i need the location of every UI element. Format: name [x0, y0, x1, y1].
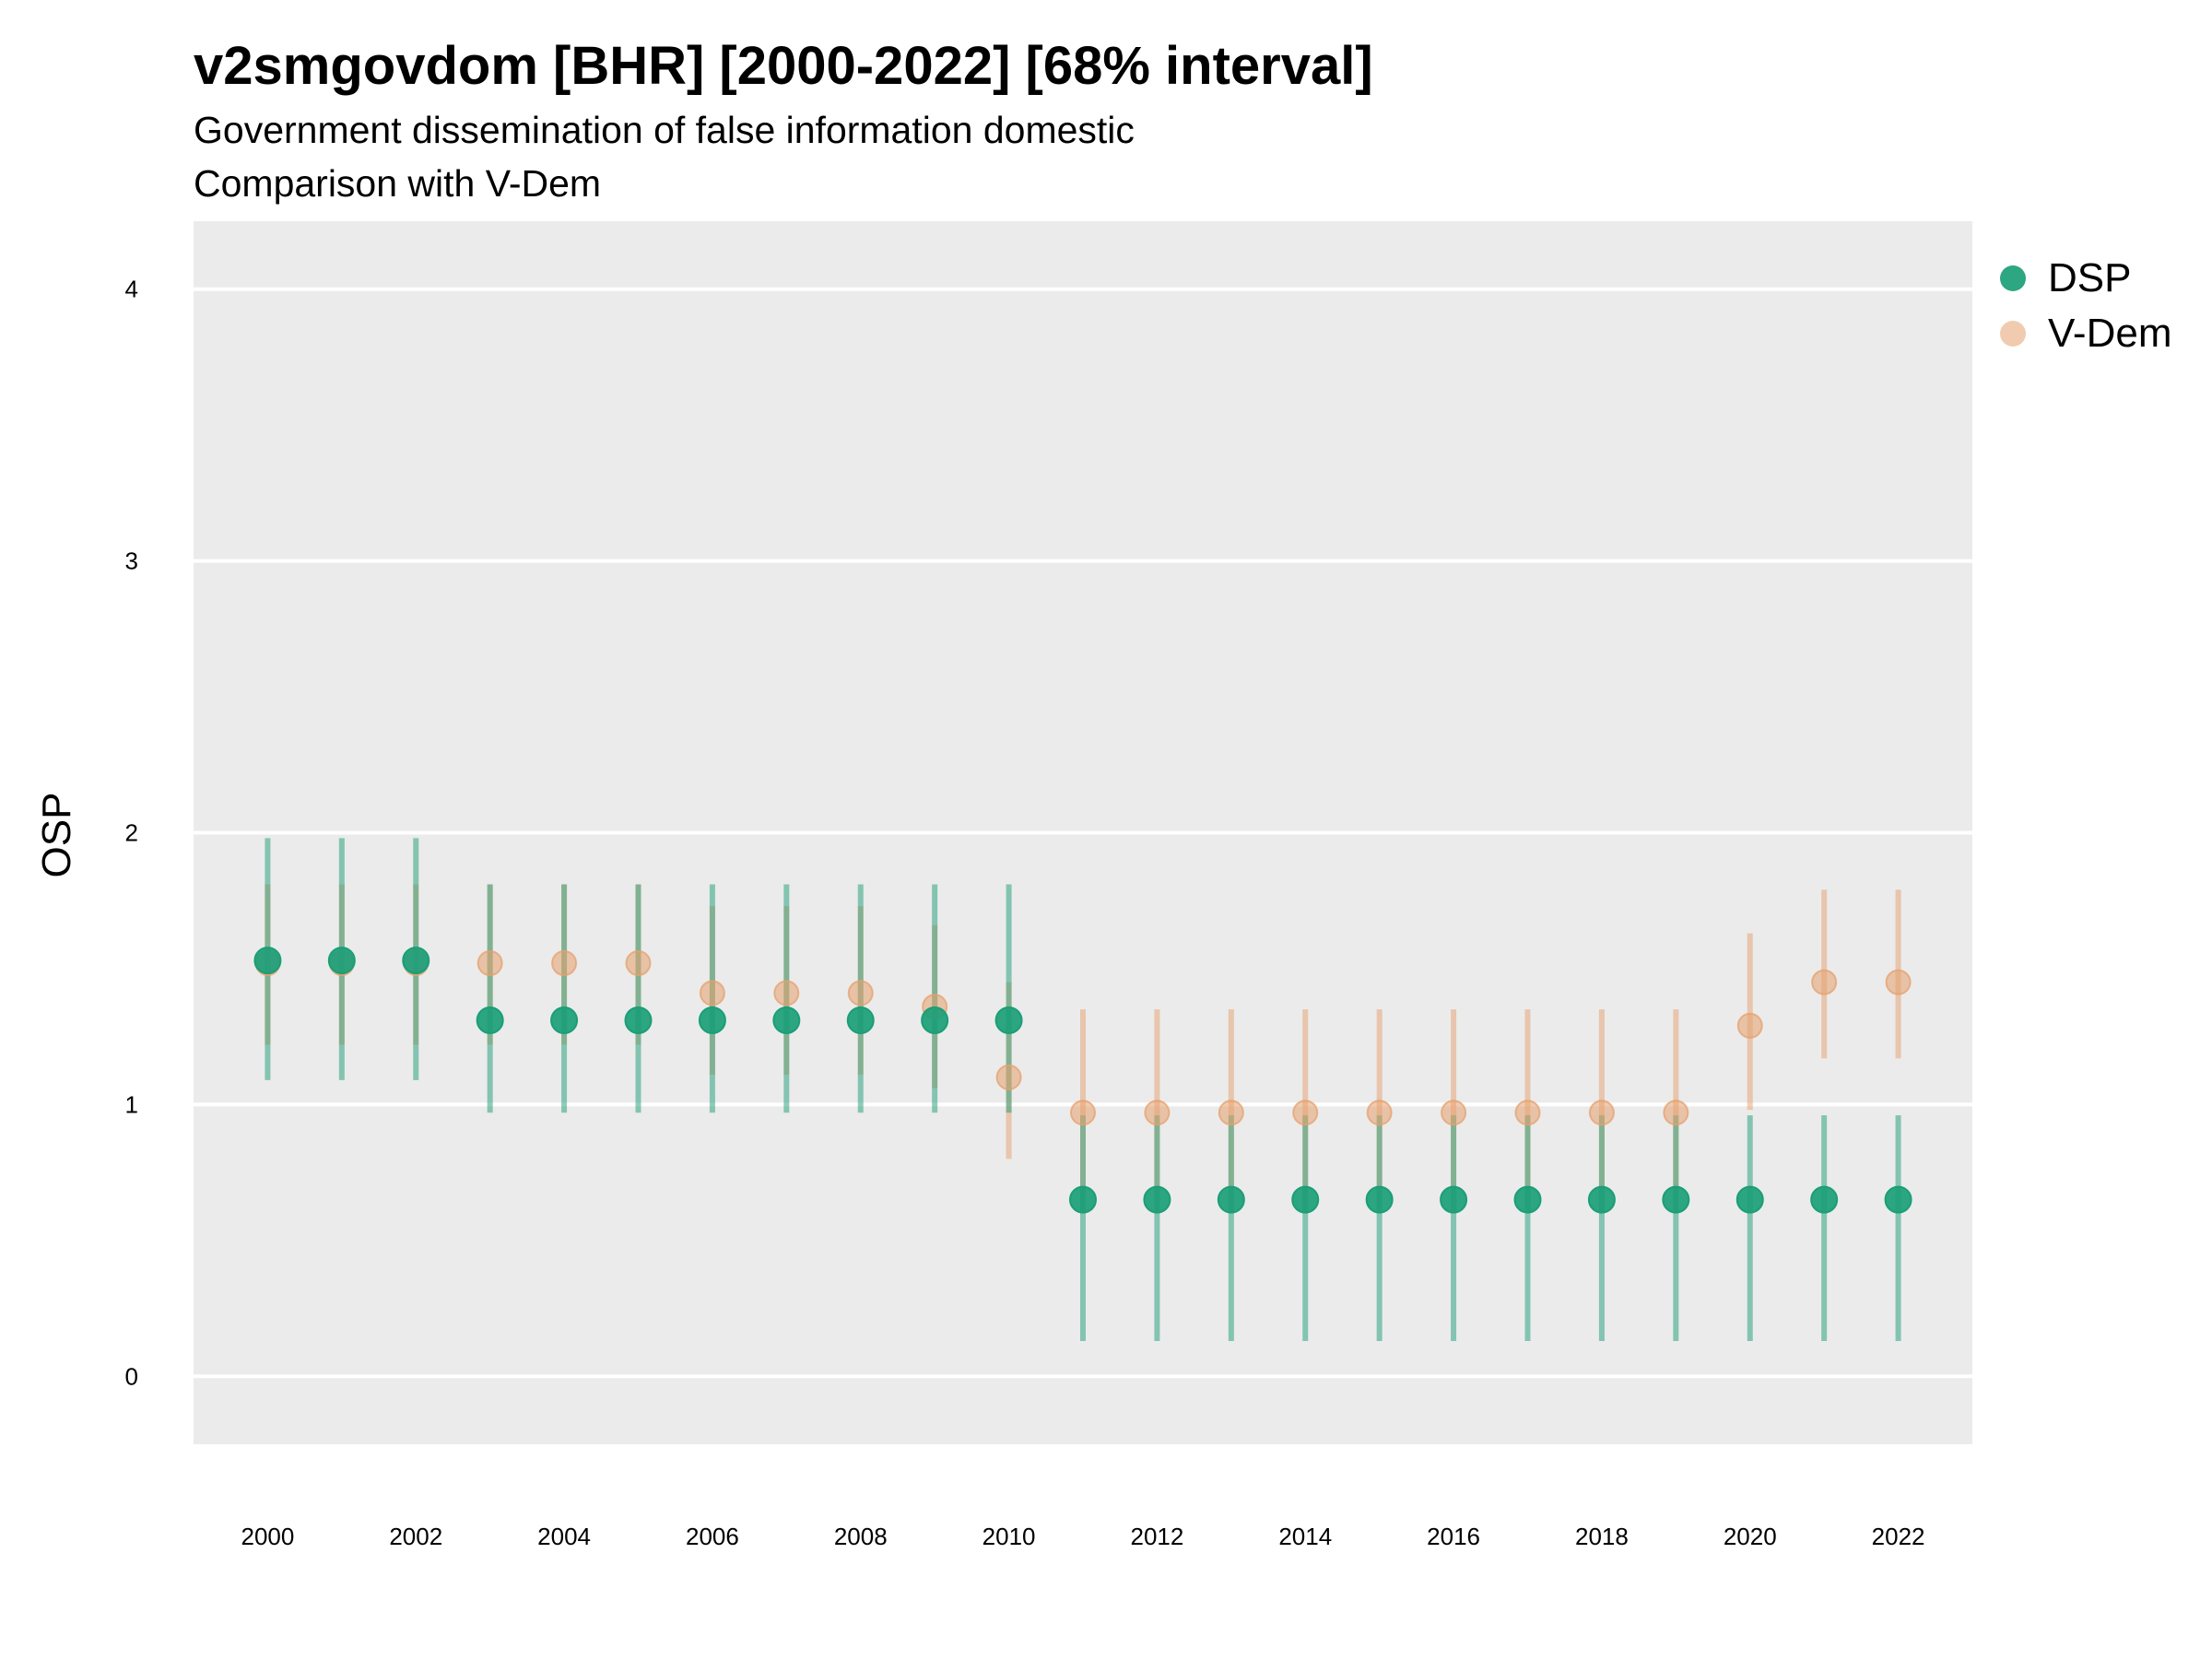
- x-axis-ticks: 2000 2002 2004 2006 2008 2010 2012 2014 2016 2018…: [241, 1523, 1924, 1550]
- x-tick-label: 2008: [834, 1523, 888, 1550]
- point-v-dem: [1070, 1100, 1096, 1126]
- y-tick-label: 3: [125, 547, 138, 575]
- x-tick-label: 2010: [982, 1523, 1036, 1550]
- point-dsp: [1291, 1185, 1320, 1214]
- point-v-dem: [551, 950, 578, 977]
- point-dsp: [253, 947, 282, 975]
- point-v-dem: [1736, 1012, 1763, 1039]
- y-tick-label: 2: [125, 819, 138, 847]
- point-dsp: [1365, 1185, 1394, 1214]
- chart-subtitle-comparison: Comparison with V-Dem: [194, 162, 602, 205]
- legend-item-dsp: DSP: [2000, 251, 2171, 306]
- point-dsp: [327, 947, 356, 975]
- x-tick-label: 2012: [1130, 1523, 1183, 1550]
- point-v-dem: [1144, 1100, 1171, 1126]
- x-tick-label: 2022: [1872, 1523, 1925, 1550]
- data-marks: [253, 838, 1912, 1341]
- point-v-dem: [477, 950, 503, 977]
- point-v-dem: [847, 980, 874, 1006]
- x-tick-label: 2000: [241, 1523, 294, 1550]
- point-dsp: [1513, 1185, 1542, 1214]
- point-dsp: [772, 1006, 801, 1034]
- point-dsp: [1810, 1185, 1839, 1214]
- legend-item-vdem: V-Dem: [2000, 306, 2171, 361]
- point-dsp: [921, 1006, 949, 1034]
- chart-title: v2smgovdom [BHR] [2000-2022] [68% interv…: [194, 36, 1373, 96]
- x-tick-label: 2002: [389, 1523, 442, 1550]
- point-dsp: [698, 1006, 726, 1034]
- point-dsp: [1662, 1185, 1690, 1214]
- legend-label-dsp: DSP: [2048, 255, 2132, 300]
- point-dsp: [1884, 1185, 1912, 1214]
- x-tick-label: 2014: [1278, 1523, 1332, 1550]
- point-v-dem: [1292, 1100, 1319, 1126]
- point-dsp: [1069, 1185, 1097, 1214]
- legend: DSP V-Dem: [2000, 251, 2171, 361]
- point-v-dem: [625, 950, 652, 977]
- point-v-dem: [699, 980, 725, 1006]
- point-dsp: [1217, 1185, 1245, 1214]
- legend-marker-vdem: [2000, 321, 2026, 347]
- point-dsp: [476, 1006, 504, 1034]
- point-dsp: [402, 947, 430, 975]
- point-v-dem: [1663, 1100, 1689, 1126]
- chart-subtitle: Government dissemination of false inform…: [194, 109, 1135, 151]
- point-dsp: [550, 1006, 579, 1034]
- point-v-dem: [1588, 1100, 1615, 1126]
- point-v-dem: [1441, 1100, 1467, 1126]
- point-v-dem: [1218, 1100, 1244, 1126]
- point-dsp: [1143, 1185, 1171, 1214]
- point-v-dem: [1366, 1100, 1393, 1126]
- point-dsp: [994, 1006, 1023, 1034]
- legend-label-vdem: V-Dem: [2048, 311, 2172, 356]
- y-tick-label: 4: [125, 276, 138, 303]
- point-dsp: [1440, 1185, 1468, 1214]
- point-dsp: [1587, 1185, 1616, 1214]
- y-tick-label: 1: [125, 1090, 138, 1118]
- y-axis-ticks: 0 1 2 3 4: [125, 276, 138, 1391]
- point-v-dem: [1811, 969, 1838, 995]
- legend-marker-dsp: [2000, 265, 2026, 291]
- x-tick-label: 2004: [537, 1523, 591, 1550]
- point-v-dem: [995, 1064, 1022, 1090]
- point-dsp: [1735, 1185, 1764, 1214]
- point-dsp: [846, 1006, 875, 1034]
- point-dsp: [624, 1006, 653, 1034]
- x-tick-label: 2018: [1575, 1523, 1629, 1550]
- y-tick-label: 0: [125, 1362, 138, 1390]
- x-tick-label: 2020: [1724, 1523, 1777, 1550]
- x-tick-label: 2006: [686, 1523, 739, 1550]
- point-v-dem: [773, 980, 800, 1006]
- point-v-dem: [1885, 969, 1912, 995]
- point-v-dem: [1514, 1100, 1541, 1126]
- x-tick-label: 2016: [1427, 1523, 1480, 1550]
